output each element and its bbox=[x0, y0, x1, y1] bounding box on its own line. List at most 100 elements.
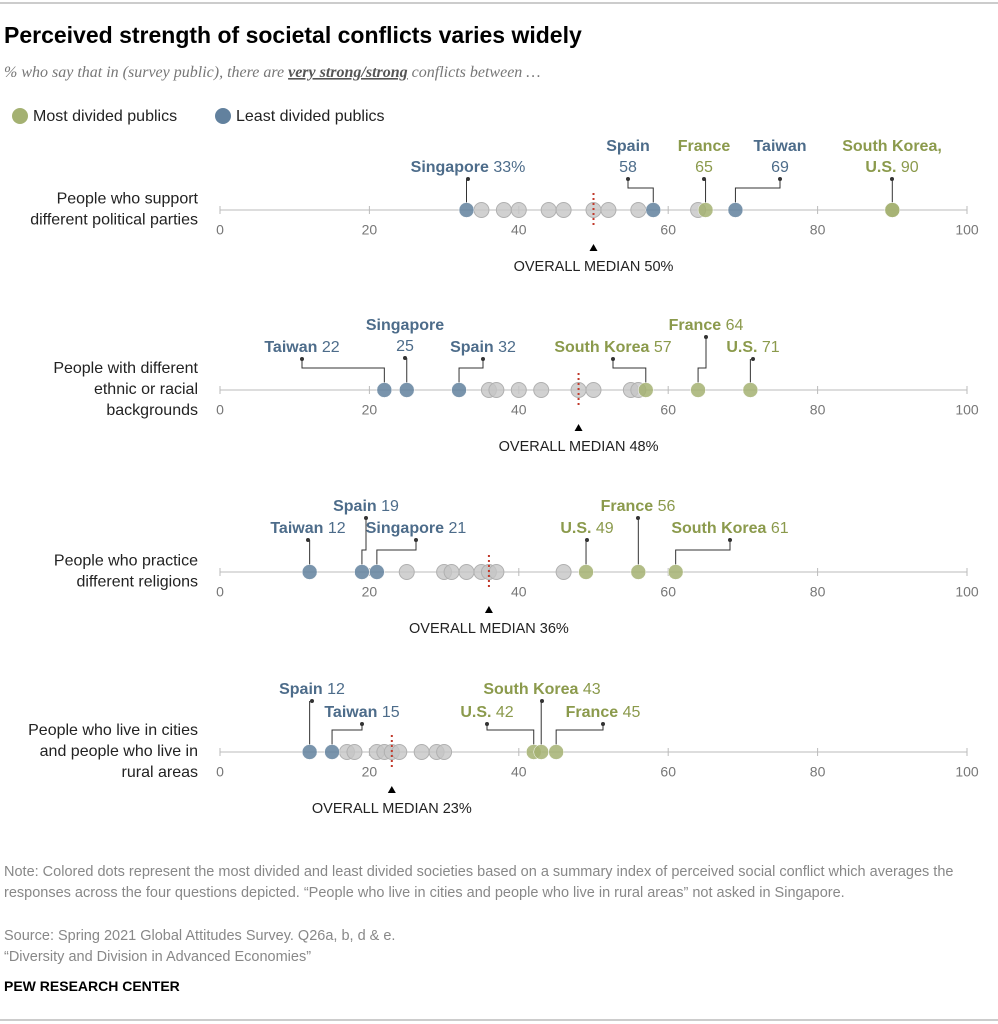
x-tick-label: 100 bbox=[955, 584, 979, 600]
data-label: U.S. 71 bbox=[726, 339, 779, 356]
dot bbox=[690, 382, 706, 398]
dot bbox=[301, 564, 318, 580]
leader-line bbox=[555, 724, 604, 745]
leader-end bbox=[702, 177, 706, 181]
dot bbox=[443, 564, 460, 580]
note: Note: Colored dots represent the most di… bbox=[4, 864, 954, 901]
median-marker bbox=[589, 244, 598, 251]
report: “Diversity and Division in Advanced Econ… bbox=[4, 949, 312, 965]
dot bbox=[346, 744, 363, 760]
dot bbox=[578, 564, 594, 580]
x-tick-label: 0 bbox=[216, 402, 224, 418]
label-value: 90 bbox=[901, 159, 919, 176]
subtitle-emphasis: very strong/strong bbox=[288, 64, 408, 81]
x-tick-label: 80 bbox=[810, 584, 826, 600]
median-label: OVERALL MEDIAN 23% bbox=[312, 801, 472, 817]
dot bbox=[600, 202, 617, 218]
data-label: Singapore 33% bbox=[411, 159, 526, 176]
data-label: South Korea 43 bbox=[483, 681, 600, 698]
row-label: different religions bbox=[76, 574, 198, 591]
label-value: 45 bbox=[623, 704, 641, 721]
leader-end bbox=[636, 516, 640, 520]
dot bbox=[495, 202, 512, 218]
label-value: 32 bbox=[498, 339, 516, 356]
label-name: U.S. bbox=[460, 704, 491, 721]
label-value: 61 bbox=[771, 520, 789, 537]
label-name: South Korea, bbox=[842, 138, 942, 155]
label-name: Spain bbox=[450, 339, 494, 356]
x-tick-label: 80 bbox=[810, 222, 826, 238]
subtitle-part: % who say that in (survey public), there… bbox=[4, 64, 288, 81]
x-tick-label: 60 bbox=[660, 222, 676, 238]
dot bbox=[458, 564, 475, 580]
dot bbox=[399, 382, 415, 398]
leader-line bbox=[734, 179, 781, 203]
leader-line bbox=[331, 724, 363, 745]
data-label: Singapore 21 bbox=[366, 520, 467, 537]
x-tick-label: 40 bbox=[511, 584, 527, 600]
dot bbox=[488, 564, 505, 580]
row-label: People who live in cities bbox=[28, 722, 198, 739]
label-name: France bbox=[669, 317, 722, 334]
row-label: People who practice bbox=[54, 553, 198, 570]
data-label: France 56 bbox=[601, 498, 676, 515]
median-label: OVERALL MEDIAN 48% bbox=[499, 439, 659, 455]
data-label: Spain 12 bbox=[279, 681, 345, 698]
dot bbox=[555, 564, 572, 580]
label-name: Singapore bbox=[366, 520, 444, 537]
leader-end bbox=[611, 357, 615, 361]
leader-end bbox=[485, 722, 489, 726]
label-value: 57 bbox=[654, 339, 672, 356]
label-name: Spain bbox=[333, 498, 377, 515]
data-label: South Korea 61 bbox=[671, 520, 788, 537]
dot bbox=[451, 382, 467, 398]
leader-end bbox=[540, 699, 544, 703]
leader-end bbox=[778, 177, 782, 181]
source: Source: Spring 2021 Global Attitudes Sur… bbox=[4, 928, 396, 944]
x-tick-label: 60 bbox=[660, 764, 676, 780]
label-value: 19 bbox=[381, 498, 399, 515]
leader-line bbox=[697, 337, 707, 383]
legend-label: Least divided publics bbox=[236, 108, 385, 125]
leader-end bbox=[751, 357, 755, 361]
label-value: 21 bbox=[448, 520, 466, 537]
data-label: Spain 19 bbox=[333, 498, 399, 515]
row-label: People with different bbox=[53, 360, 198, 377]
dot bbox=[555, 202, 572, 218]
leader-end bbox=[310, 699, 314, 703]
x-tick-label: 40 bbox=[511, 764, 527, 780]
x-tick-label: 60 bbox=[660, 402, 676, 418]
label-value: 42 bbox=[496, 704, 514, 721]
x-tick-label: 100 bbox=[955, 222, 979, 238]
x-tick-label: 40 bbox=[511, 222, 527, 238]
dot bbox=[510, 202, 527, 218]
label-value: 71 bbox=[762, 339, 780, 356]
leader-line bbox=[361, 518, 367, 565]
dot bbox=[510, 382, 527, 398]
label-name: France bbox=[566, 704, 619, 721]
label-name: Taiwan bbox=[324, 704, 377, 721]
x-tick-label: 20 bbox=[362, 222, 378, 238]
label-name: U.S. bbox=[560, 520, 591, 537]
median-label: OVERALL MEDIAN 50% bbox=[514, 259, 674, 275]
median-marker bbox=[574, 424, 583, 431]
median-marker bbox=[387, 786, 396, 793]
dot bbox=[727, 202, 744, 218]
dot bbox=[585, 382, 602, 398]
data-label: U.S. 90 bbox=[865, 159, 918, 176]
data-label: Taiwan 12 bbox=[270, 520, 345, 537]
dot bbox=[376, 382, 393, 398]
x-tick-label: 80 bbox=[810, 402, 826, 418]
label-value: 12 bbox=[328, 520, 346, 537]
dot bbox=[398, 564, 415, 580]
leader-end bbox=[890, 177, 894, 181]
dot bbox=[742, 382, 759, 398]
leader-end bbox=[704, 335, 708, 339]
row-label: People who support bbox=[57, 191, 199, 208]
x-tick-label: 20 bbox=[362, 584, 378, 600]
leader-line bbox=[612, 359, 647, 383]
leader-end bbox=[601, 722, 605, 726]
leader-end bbox=[481, 357, 485, 361]
label-value: 22 bbox=[322, 339, 340, 356]
